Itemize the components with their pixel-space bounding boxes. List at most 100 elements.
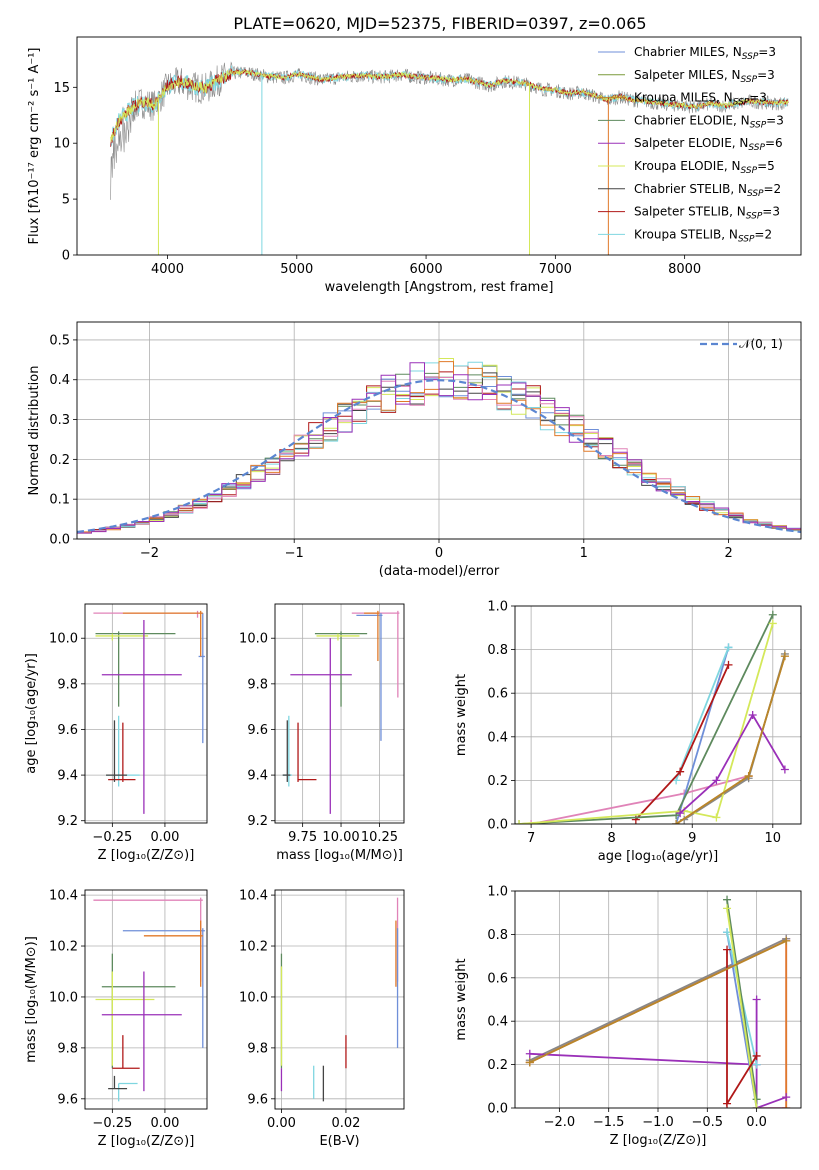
x-axis-label: Z [log₁₀(Z/Z⊙)]: [610, 1133, 707, 1148]
mass-weight-line: [518, 614, 774, 824]
legend-subscript: SSP: [748, 143, 765, 153]
y-tick-label: 9.8: [247, 1041, 268, 1056]
mass-weight-point: [723, 895, 732, 904]
y-axis-label: Flux [fλ10⁻¹⁷ erg cm⁻² s⁻¹ A⁻¹]: [27, 48, 42, 245]
legend-entry: Chabrier STELIB, NSSP=2: [634, 182, 781, 199]
y-tick-label: 0.8: [487, 643, 508, 658]
x-tick-label: 0.00: [150, 1116, 179, 1131]
mass-weight-point: [515, 820, 524, 824]
y-tick-label: 9.8: [57, 677, 78, 692]
y-tick-label: 0.0: [49, 533, 70, 548]
mass-weight-point: [752, 1095, 761, 1104]
mass-weight-point: [712, 776, 721, 785]
mass-weight-point: [752, 1051, 761, 1060]
plot-area-age_vs_mass: [282, 610, 400, 814]
y-tick-label: 0.0: [487, 818, 508, 833]
mass-weight-line: [726, 908, 758, 1108]
mass-weight-point: [752, 1104, 761, 1108]
legend-text: Chabrier STELIB, N: [634, 182, 747, 196]
mass-weight-point: [672, 811, 681, 820]
plot-area-spectrum: [110, 61, 789, 255]
x-tick-label: 4000: [151, 262, 184, 277]
y-tick-label: 5: [62, 193, 70, 208]
mass-weight-point: [724, 660, 733, 669]
panel-mw_vs_age: 7 8 9 10 0.0 0.2 0.4 0.6 0.8 1.0 age [log₁₀(age/yr…: [454, 600, 802, 864]
panel-mw_vs_Z: −2.0 −1.5 −1.0 −0.5 0.0 0.0 0.2 0.4 0.6 0.8 1.0 Z […: [454, 885, 802, 1148]
y-tick-label: 9.8: [247, 677, 268, 692]
x-tick-label: 0: [435, 546, 443, 561]
mass-weight-point: [525, 1049, 534, 1058]
x-tick-label: 5000: [280, 262, 313, 277]
mass-weight-line: [635, 664, 730, 821]
gaussian-curve: [77, 379, 801, 534]
y-tick-label: 10.4: [239, 889, 268, 904]
axes-frame: [76, 321, 802, 540]
legend-suffix: =5: [757, 159, 775, 173]
legend-entry: Kroupa ELODIE, NSSP=5: [634, 159, 775, 176]
mass-weight-line: [675, 647, 730, 781]
x-tick-label: −0.25: [92, 830, 132, 845]
y-tick-label: 10.0: [239, 990, 268, 1005]
y-tick-label: 0.0: [487, 1102, 508, 1117]
histogram-series: [77, 362, 801, 534]
y-tick-label: 0.1: [49, 493, 70, 508]
axes-frame: [84, 603, 208, 824]
mass-weight-line: [726, 899, 758, 1100]
y-tick-label: 9.6: [247, 723, 268, 738]
legend-subscript: SSP: [750, 120, 767, 130]
y-axis-label: mass weight: [454, 674, 469, 756]
plot-area-mw_vs_age: [515, 610, 789, 824]
mass-weight-point: [782, 1093, 791, 1102]
legend-suffix: =2: [764, 182, 782, 196]
mass-weight-point: [782, 936, 791, 945]
y-tick-label: 10.2: [239, 940, 268, 955]
y-tick-label: 0.6: [487, 971, 508, 986]
mass-weight-point: [782, 1104, 791, 1108]
y-tick-label: 0.2: [487, 774, 508, 789]
y-tick-label: 15: [53, 81, 70, 96]
x-tick-label: 0.02: [331, 1116, 360, 1131]
x-tick-label: 1: [580, 546, 588, 561]
legend-subscript: SSP: [747, 189, 764, 199]
legend-text: Chabrier MILES, N: [634, 45, 742, 59]
y-axis-label: Normed distribution: [27, 366, 42, 496]
x-tick-label: 7000: [539, 262, 572, 277]
y-tick-label: 10.0: [239, 632, 268, 647]
y-tick-label: 0.4: [487, 730, 508, 745]
legend-subscript: SSP: [746, 212, 763, 222]
mass-weight-point: [723, 945, 732, 954]
figure-title: PLATE=0620, MJD=52375, FIBERID=0397, z=0…: [233, 14, 646, 33]
mass-weight-point: [780, 765, 789, 774]
x-tick-label: −2.0: [544, 1115, 576, 1130]
legend-text: Salpeter STELIB, N: [634, 205, 746, 219]
y-axis-label: mass [log₁₀(M/M⊙)]: [24, 936, 39, 1063]
mass-weight-point: [712, 813, 721, 822]
mass-weight-point: [672, 776, 681, 785]
legend-suffix: =6: [765, 136, 783, 150]
x-tick-label: 10.25: [361, 830, 398, 845]
mass-weight-point: [724, 643, 733, 652]
y-tick-label: 9.2: [247, 814, 268, 829]
y-tick-label: 0.2: [487, 1058, 508, 1073]
mass-weight-point: [672, 820, 681, 824]
plot-area-mass_vs_ebv: [280, 897, 399, 1102]
y-tick-label: 0: [62, 249, 70, 264]
x-tick-label: 9.75: [288, 830, 317, 845]
y-tick-label: 10.4: [49, 889, 78, 904]
y-tick-label: 1.0: [487, 885, 508, 900]
y-tick-label: 10.2: [49, 940, 78, 955]
x-axis-label: Z [log₁₀(Z/Z⊙)]: [98, 1134, 195, 1149]
mass-weight-line: [675, 647, 730, 824]
legend-text: Kroupa MILES, N: [634, 91, 733, 105]
legend-entry: Chabrier MILES, NSSP=3: [634, 45, 776, 62]
panel-spectrum: 4000 5000 6000 7000 8000 0 5 10 15 wavelength [An…: [27, 36, 802, 295]
y-tick-label: 10.0: [49, 990, 78, 1005]
mass-weight-point: [768, 610, 777, 619]
x-tick-label: 8: [608, 831, 616, 846]
axes-frame: [274, 603, 405, 824]
panel-age_vs_mass: 9.75 10.00 10.25 9.2 9.4 9.6 9.8 10.0 mass [log₁…: [239, 603, 405, 863]
y-tick-label: 9.8: [57, 1041, 78, 1056]
legend-entry: Salpeter STELIB, NSSP=3: [634, 205, 780, 222]
legend-suffix: =3: [749, 91, 767, 105]
